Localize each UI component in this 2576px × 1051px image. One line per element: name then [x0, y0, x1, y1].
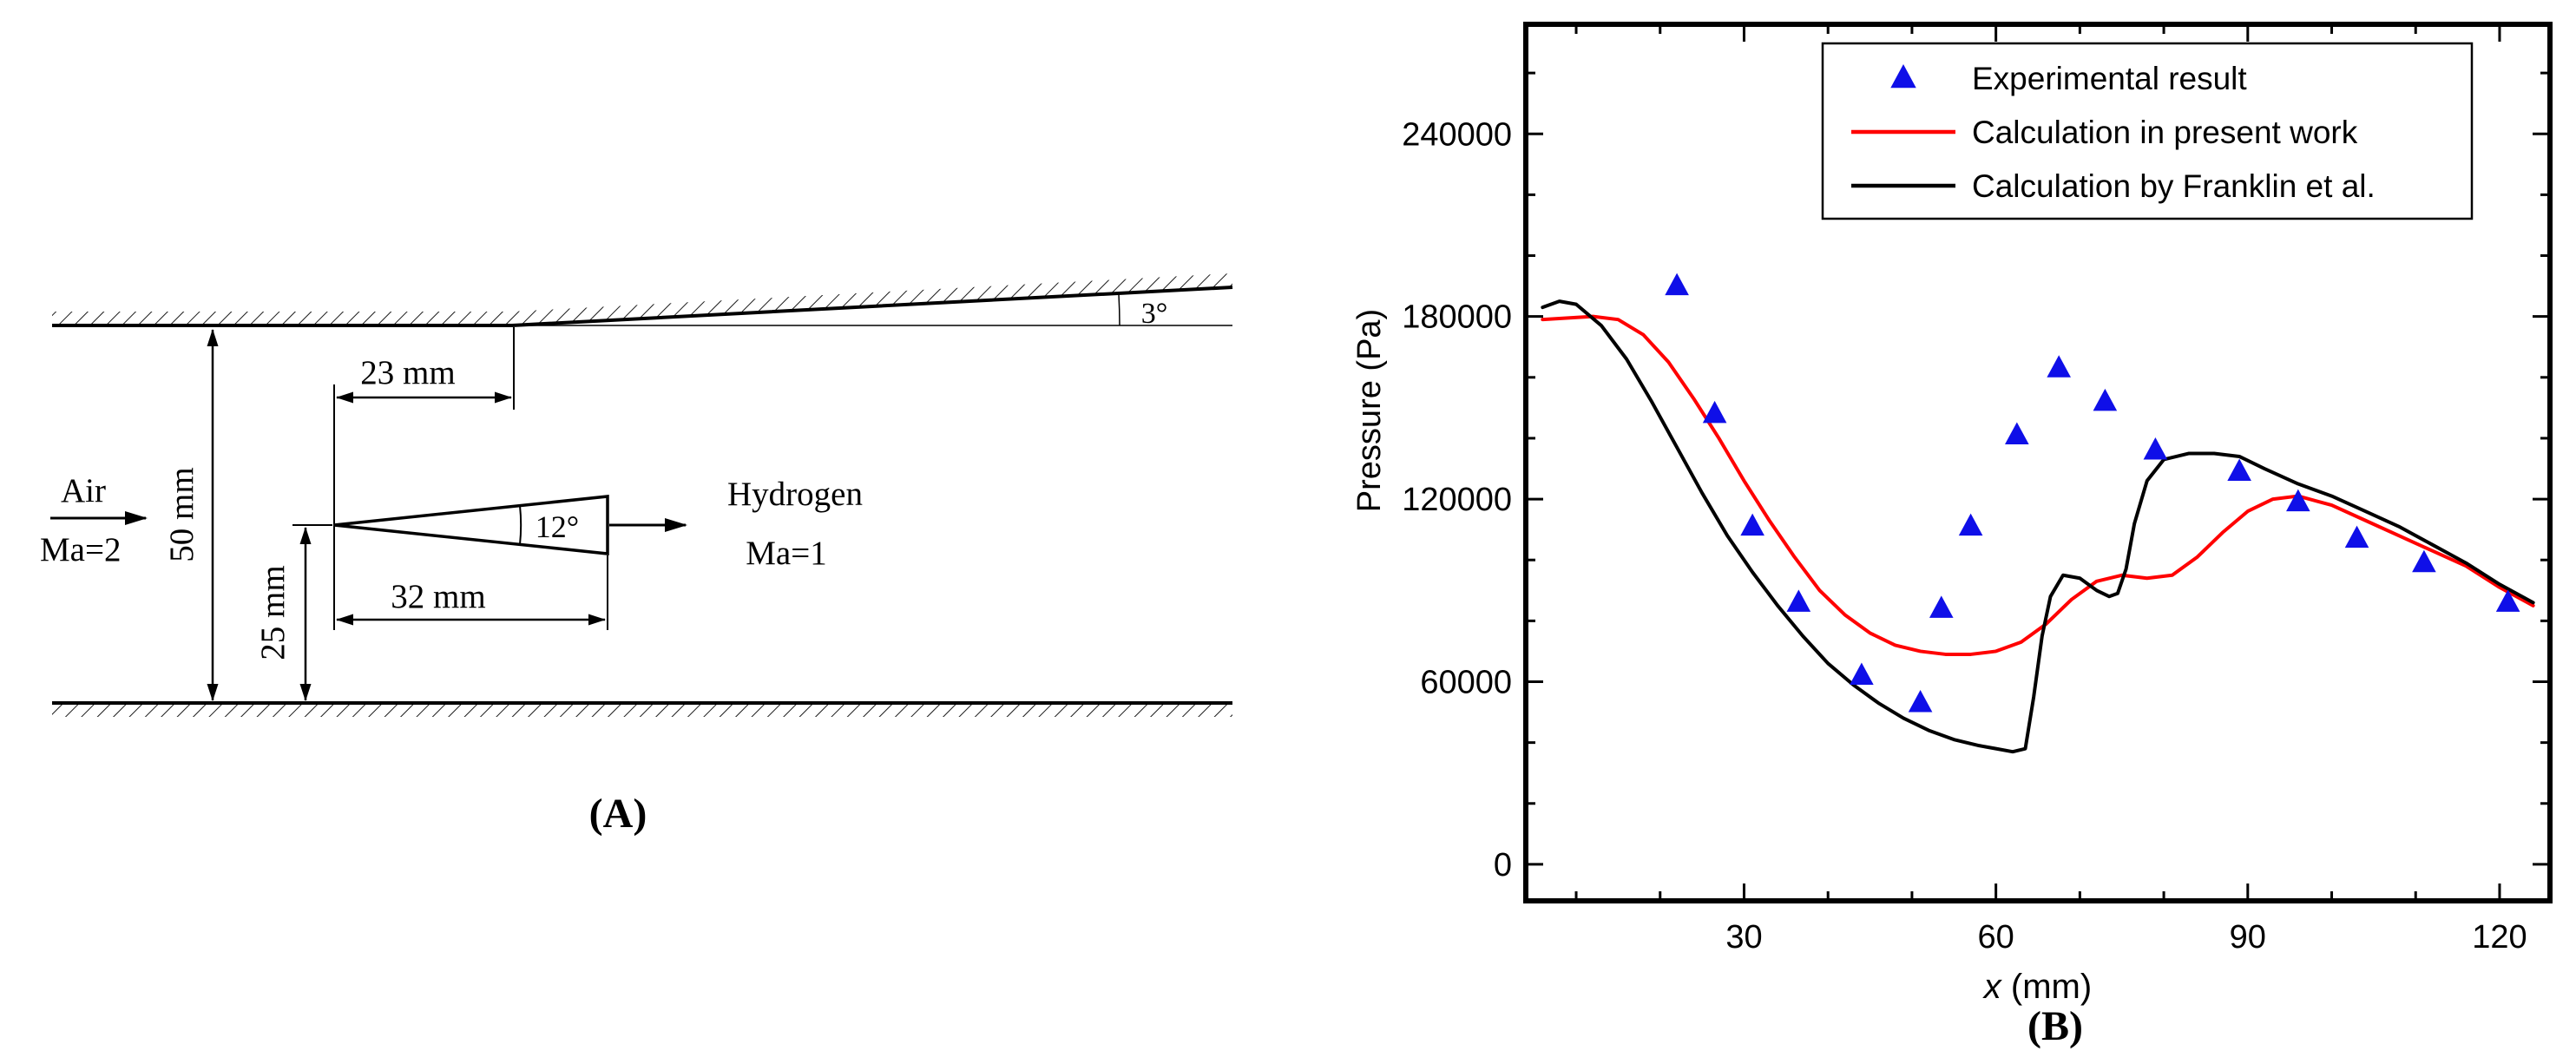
y-tick-label: 0	[1494, 847, 1512, 883]
y-axis-title: Pressure (Pa)	[1351, 309, 1388, 512]
legend-marker-triangle	[1890, 64, 1916, 89]
x-tick-label: 30	[1725, 919, 1762, 956]
plot-border	[1523, 22, 2553, 903]
panel-b-chart: (B) 30 60 90 120 0 60000 120000 180000 240000 Pre…	[1351, 22, 2553, 1049]
data-point-triangle	[2286, 489, 2310, 512]
series-scatter	[1665, 273, 2520, 713]
injectant-mach-label: Ma=1	[746, 535, 826, 572]
data-point-triangle	[2227, 458, 2251, 482]
injector-wedge	[333, 495, 609, 555]
data-point-triangle	[1665, 273, 1689, 296]
data-point-triangle	[2143, 437, 2168, 460]
inlet-mach-label: Ma=2	[40, 531, 121, 568]
bottom-wall-hatching	[52, 703, 1232, 717]
divergence-angle-label: 3°	[1141, 298, 1168, 330]
x-tick-label: 60	[1977, 919, 2014, 956]
data-point-triangle	[2005, 422, 2029, 444]
injector-height-label: 25 mm	[254, 565, 292, 660]
wedge-angle-arc	[519, 505, 522, 545]
dim-23mm-label: 23 mm	[360, 354, 455, 391]
top-wall-hatching	[52, 273, 1232, 325]
data-point-triangle	[2093, 388, 2118, 411]
data-point-triangle	[1740, 513, 1764, 536]
data-point-triangle	[2495, 589, 2520, 612]
panel-a-caption: (A)	[589, 791, 647, 837]
y-tick-label: 120000	[1402, 482, 1512, 518]
data-point-triangle	[1786, 589, 1811, 612]
data-point-triangle	[1929, 595, 1954, 618]
x-tick-label: 120	[2472, 919, 2527, 956]
data-point-triangle	[1908, 690, 1933, 713]
data-point-triangle	[1850, 662, 1874, 685]
data-point-triangle	[1958, 513, 1983, 536]
injectant-label: Hydrogen	[727, 476, 863, 513]
x-tick-label: 90	[2230, 919, 2266, 956]
legend-label: Experimental result	[1972, 61, 2247, 96]
x-axis-title: x (mm)	[1982, 968, 2092, 1006]
legend	[1821, 42, 2474, 220]
data-point-triangle	[2344, 525, 2369, 548]
y-tick-label: 240000	[1402, 116, 1512, 153]
plot-series	[1541, 273, 2535, 754]
inlet-label: Air	[61, 472, 106, 509]
panel-b-caption: (B)	[2027, 1003, 2083, 1049]
data-point-triangle	[2412, 549, 2436, 573]
panel-a-diagram: 3° Air Ma=2 50 mm 25 mm 23 mm 12° 32 mm …	[40, 273, 1233, 837]
data-point-triangle	[2047, 355, 2071, 378]
legend-label: Calculation by Franklin et al.	[1972, 168, 2376, 204]
dim-32mm-label: 32 mm	[391, 578, 485, 615]
channel-height-label: 50 mm	[163, 467, 200, 562]
data-point-triangle	[1702, 400, 1727, 424]
top-wall	[52, 286, 1233, 327]
y-tick-label: 180000	[1402, 299, 1512, 336]
series-line	[1541, 314, 2535, 656]
divergence-angle-arc	[1118, 293, 1120, 326]
series-line	[1541, 299, 2535, 754]
legend-label: Calculation in present work	[1972, 115, 2358, 150]
wedge-angle-label: 12°	[536, 509, 579, 544]
y-tick-label: 60000	[1420, 665, 1512, 701]
